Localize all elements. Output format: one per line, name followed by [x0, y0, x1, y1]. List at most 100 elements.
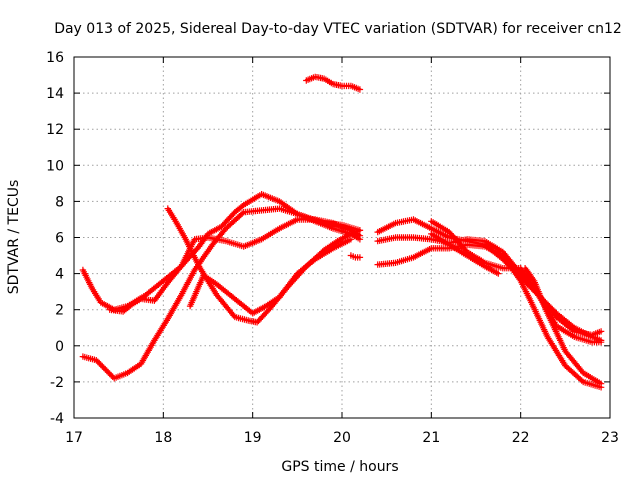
- data-point: [412, 236, 415, 239]
- data-point: [359, 235, 361, 237]
- data-point: [484, 262, 486, 264]
- y-tick-label: 14: [46, 86, 64, 102]
- data-point: [430, 220, 432, 222]
- data-point: [198, 265, 200, 267]
- data-point: [153, 339, 155, 341]
- data-point: [176, 222, 178, 224]
- series-line: [81, 193, 361, 311]
- data-point: [265, 305, 267, 307]
- data-point: [448, 247, 450, 249]
- data-point: [194, 238, 196, 240]
- data-point: [225, 240, 227, 242]
- data-point: [600, 341, 602, 343]
- data-point: [278, 296, 281, 298]
- data-point: [202, 274, 205, 276]
- data-point: [529, 298, 531, 300]
- data-point: [600, 383, 602, 385]
- data-point: [466, 254, 468, 257]
- series-track-7: [347, 252, 364, 261]
- series-markers: [303, 73, 364, 93]
- data-point: [323, 78, 325, 80]
- x-tick-label: 20: [333, 430, 351, 446]
- series-track-10: [374, 241, 605, 391]
- data-point: [336, 240, 339, 242]
- data-point: [140, 363, 142, 365]
- data-point: [278, 208, 281, 210]
- data-point: [412, 218, 415, 220]
- data-point: [395, 236, 397, 239]
- data-point: [256, 321, 258, 323]
- data-point: [167, 318, 169, 320]
- series-markers: [521, 265, 605, 387]
- data-point: [502, 267, 504, 269]
- data-point: [520, 280, 522, 282]
- data-point: [430, 233, 432, 235]
- y-tick-label: -2: [50, 375, 64, 391]
- series-track-2: [79, 205, 364, 382]
- data-point: [395, 262, 397, 264]
- series-track-12: [428, 230, 502, 277]
- data-point: [377, 240, 379, 242]
- data-point: [140, 298, 142, 300]
- data-point: [247, 319, 249, 322]
- data-point: [591, 341, 593, 343]
- chart-title: Day 013 of 2025, Sidereal Day-to-day VTE…: [54, 21, 622, 37]
- data-point: [350, 233, 352, 235]
- data-point: [591, 336, 593, 338]
- data-point: [185, 238, 187, 240]
- data-point: [332, 83, 334, 85]
- series-track-6: [303, 73, 364, 93]
- y-tick-label: 16: [46, 50, 64, 66]
- series-track-5: [186, 236, 355, 317]
- data-point: [466, 251, 468, 253]
- data-point: [546, 312, 549, 314]
- data-point: [234, 211, 236, 213]
- data-point: [377, 231, 379, 233]
- series-group: [79, 73, 605, 391]
- data-point: [564, 365, 566, 367]
- data-point: [377, 264, 379, 266]
- data-point: [564, 350, 566, 352]
- data-point: [332, 222, 334, 224]
- y-tick-label: 4: [55, 267, 64, 283]
- data-point: [243, 211, 245, 213]
- axis-ticks: 17 18 19 20 21 22 23 -4 -2 0 2 4 6 8 10 12 14 16: [46, 50, 619, 446]
- data-point: [448, 231, 450, 233]
- y-tick-label: 0: [55, 339, 64, 355]
- data-point: [296, 273, 298, 275]
- data-point: [359, 238, 361, 240]
- data-point: [546, 336, 549, 338]
- data-point: [573, 330, 575, 332]
- data-point: [261, 193, 263, 195]
- series-track-3: [106, 216, 364, 315]
- data-point: [261, 238, 263, 240]
- data-point: [207, 236, 209, 239]
- data-point: [533, 280, 535, 282]
- data-point: [430, 247, 432, 249]
- y-tick-label: 6: [55, 231, 64, 247]
- series-markers: [79, 205, 364, 382]
- data-point: [234, 316, 236, 318]
- data-point: [211, 244, 214, 246]
- data-point: [332, 247, 334, 249]
- y-tick-label: 8: [55, 194, 64, 210]
- data-point: [91, 287, 93, 289]
- data-point: [296, 213, 298, 215]
- data-point: [180, 265, 182, 267]
- y-tick-label: -4: [50, 411, 64, 427]
- data-point: [198, 245, 200, 248]
- data-point: [127, 372, 129, 374]
- data-point: [278, 227, 281, 230]
- data-point: [234, 298, 236, 300]
- data-point: [412, 256, 415, 258]
- x-axis-label: GPS time / hours: [281, 459, 398, 475]
- data-point: [243, 245, 245, 248]
- data-point: [430, 238, 432, 240]
- x-tick-label: 23: [601, 430, 619, 446]
- data-point: [573, 336, 575, 338]
- data-point: [194, 269, 196, 271]
- data-point: [314, 258, 316, 260]
- x-tick-label: 17: [65, 430, 83, 446]
- data-point: [100, 301, 102, 304]
- data-point: [582, 381, 584, 383]
